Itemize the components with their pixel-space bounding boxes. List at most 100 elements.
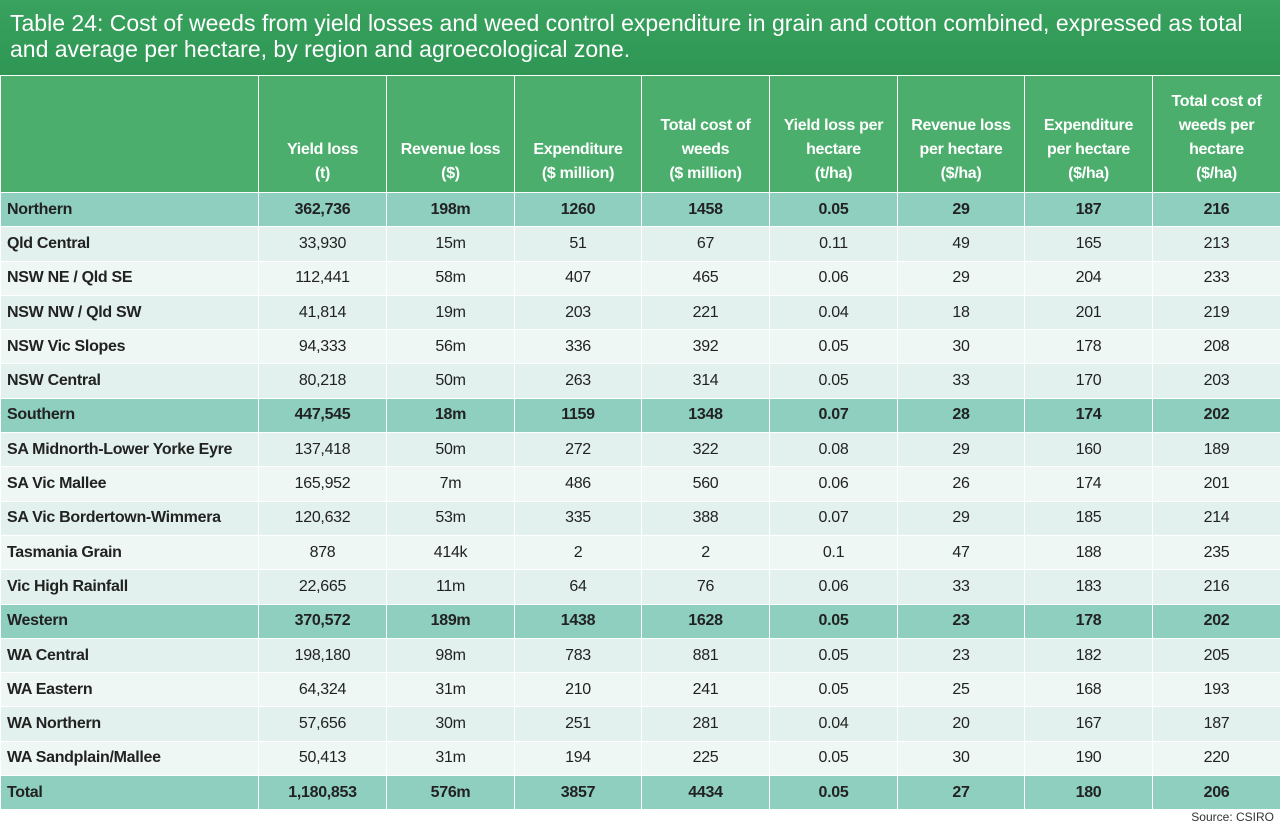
header-cell: Revenue loss per hectare ($/ha) xyxy=(897,75,1025,193)
row-label: WA Eastern xyxy=(0,672,259,708)
cell: 314 xyxy=(641,363,770,399)
row-label: Northern xyxy=(0,191,259,228)
cell: 30 xyxy=(897,329,1025,365)
row-label: NSW NE / Qld SE xyxy=(0,260,259,296)
cell: 486 xyxy=(514,466,642,502)
cell: 0.06 xyxy=(769,466,898,502)
cell: 241 xyxy=(641,672,770,708)
header-cell: Yield loss (t) xyxy=(258,75,387,193)
zone-row: SA Vic Mallee 165,952 7m 486 560 0.06 26 174 201 xyxy=(0,466,1280,502)
cell: 205 xyxy=(1152,637,1280,674)
cell: 219 xyxy=(1152,294,1280,331)
cell: 362,736 xyxy=(258,191,387,228)
cell: 29 xyxy=(897,500,1025,536)
row-label: NSW NW / Qld SW xyxy=(0,294,259,331)
cell: 203 xyxy=(514,294,642,331)
cell: 202 xyxy=(1152,603,1280,639)
cell: 47 xyxy=(897,534,1025,571)
cell: 26 xyxy=(897,466,1025,502)
cell: 189 xyxy=(1152,432,1280,468)
cell: 28 xyxy=(897,397,1025,434)
cell: 23 xyxy=(897,603,1025,639)
cell: 233 xyxy=(1152,260,1280,296)
cell: 201 xyxy=(1024,294,1153,331)
row-label: SA Vic Mallee xyxy=(0,466,259,502)
cell: 1348 xyxy=(641,397,770,434)
cell: 322 xyxy=(641,432,770,468)
cell: 30 xyxy=(897,740,1025,777)
header-cell: Expenditure per hectare ($/ha) xyxy=(1024,75,1153,193)
cell: 160 xyxy=(1024,432,1153,468)
cell: 0.05 xyxy=(769,603,898,639)
cell: 174 xyxy=(1024,397,1153,434)
cell: 465 xyxy=(641,260,770,296)
header-cell: Total cost of weeds per hectare ($/ha) xyxy=(1152,75,1280,193)
cell: 1260 xyxy=(514,191,642,228)
cell: 1438 xyxy=(514,603,642,639)
cell: 414k xyxy=(386,534,515,571)
cell: 407 xyxy=(514,260,642,296)
cell: 1159 xyxy=(514,397,642,434)
cell: 0.07 xyxy=(769,500,898,536)
region-row: Western 370,572 189m 1438 1628 0.05 23 178 202 xyxy=(0,603,1280,639)
cell: 22,665 xyxy=(258,569,387,605)
cell: 281 xyxy=(641,706,770,742)
region-row: Southern 447,545 18m 1159 1348 0.07 28 174 202 xyxy=(0,397,1280,434)
cell: 189m xyxy=(386,603,515,639)
cell: 187 xyxy=(1152,706,1280,742)
row-label: Western xyxy=(0,603,259,639)
cell: 98m xyxy=(386,637,515,674)
cell: 1628 xyxy=(641,603,770,639)
cell: 2 xyxy=(641,534,770,571)
cell: 263 xyxy=(514,363,642,399)
cell: 193 xyxy=(1152,672,1280,708)
cell: 137,418 xyxy=(258,432,387,468)
cell: 58m xyxy=(386,260,515,296)
cell: 41,814 xyxy=(258,294,387,331)
cell: 392 xyxy=(641,329,770,365)
cell: 183 xyxy=(1024,569,1153,605)
cell: 33 xyxy=(897,363,1025,399)
cell: 170 xyxy=(1024,363,1153,399)
cell: 214 xyxy=(1152,500,1280,536)
cell: 335 xyxy=(514,500,642,536)
cell: 576m xyxy=(386,775,515,811)
header-cell: Expenditure ($ million) xyxy=(514,75,642,193)
cell: 190 xyxy=(1024,740,1153,777)
cell: 235 xyxy=(1152,534,1280,571)
cell: 18m xyxy=(386,397,515,434)
zone-row: NSW Central 80,218 50m 263 314 0.05 33 170 203 xyxy=(0,363,1280,399)
row-label: Qld Central xyxy=(0,226,259,262)
zone-row: Vic High Rainfall 22,665 11m 64 76 0.06 33 183 2… xyxy=(0,569,1280,605)
cell: 3857 xyxy=(514,775,642,811)
cell: 560 xyxy=(641,466,770,502)
cell: 0.05 xyxy=(769,191,898,228)
cell: 30m xyxy=(386,706,515,742)
region-row: Total 1,180,853 576m 3857 4434 0.05 27 180 206 xyxy=(0,775,1280,811)
cell: 56m xyxy=(386,329,515,365)
cell: 29 xyxy=(897,260,1025,296)
cell: 0.05 xyxy=(769,740,898,777)
cell: 1,180,853 xyxy=(258,775,387,811)
table-body: Northern 362,736 198m 1260 1458 0.05 29 187 216 Q… xyxy=(0,191,1280,811)
cell: 20 xyxy=(897,706,1025,742)
cell: 29 xyxy=(897,432,1025,468)
cell: 198,180 xyxy=(258,637,387,674)
cell: 336 xyxy=(514,329,642,365)
cell: 4434 xyxy=(641,775,770,811)
cell: 185 xyxy=(1024,500,1153,536)
cell: 194 xyxy=(514,740,642,777)
zone-row: Tasmania Grain 878 414k 2 2 0.1 47 188 235 xyxy=(0,534,1280,571)
cell: 11m xyxy=(386,569,515,605)
row-label: Total xyxy=(0,775,259,811)
cell: 49 xyxy=(897,226,1025,262)
cell: 198m xyxy=(386,191,515,228)
cell: 165,952 xyxy=(258,466,387,502)
row-label: Vic High Rainfall xyxy=(0,569,259,605)
cell: 27 xyxy=(897,775,1025,811)
cell: 31m xyxy=(386,672,515,708)
cell: 251 xyxy=(514,706,642,742)
table-title: Table 24: Cost of weeds from yield losse… xyxy=(0,0,1280,75)
cell: 0.05 xyxy=(769,363,898,399)
